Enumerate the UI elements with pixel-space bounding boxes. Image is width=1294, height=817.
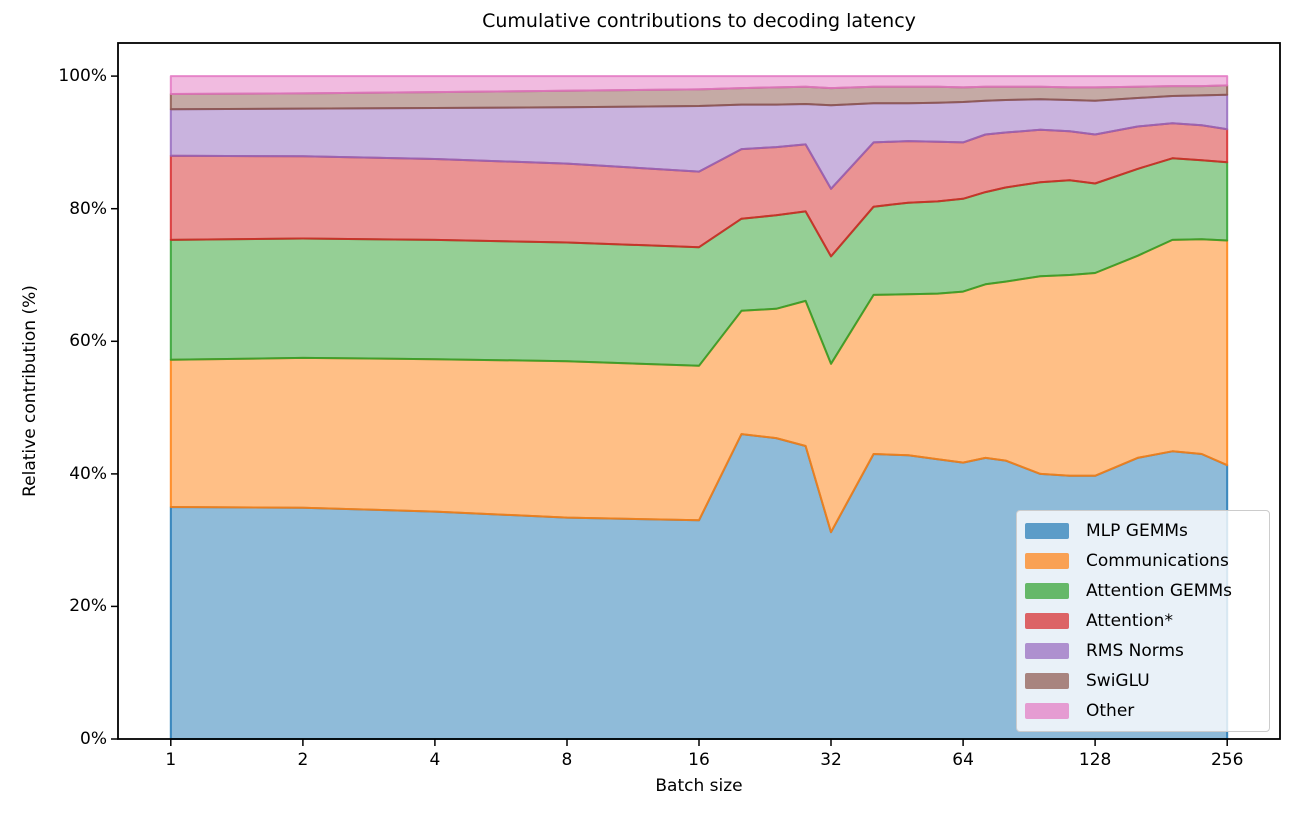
x-tick-label-4: 4	[429, 750, 441, 770]
y-tick-label-100: 100%	[58, 66, 107, 87]
legend-item-rms-norms: RMS Norms	[1025, 636, 1269, 666]
x-tick-label-16: 16	[688, 750, 710, 770]
y-tick-label-20: 20%	[69, 596, 107, 617]
legend-swatch-rms-norms	[1025, 643, 1069, 659]
legend-swatch-attention-gemms	[1025, 583, 1069, 599]
legend-label-mlp-gemms: MLP GEMMs	[1086, 521, 1188, 541]
legend-item-mlp-gemms: MLP GEMMs	[1025, 516, 1269, 546]
x-tick-label-32: 32	[820, 750, 842, 770]
legend-swatch-mlp-gemms	[1025, 523, 1069, 539]
area-rms-norms	[170, 94, 1228, 189]
legend-label-attention-gemms: Attention GEMMs	[1086, 581, 1232, 601]
legend-label-attention: Attention*	[1086, 611, 1173, 631]
legend-item-attention-gemms: Attention GEMMs	[1025, 576, 1269, 606]
x-tick-label-2: 2	[297, 750, 309, 770]
legend-label-rms-norms: RMS Norms	[1086, 641, 1184, 661]
x-tick-label-1: 1	[165, 750, 177, 770]
legend: MLP GEMMs Communications Attention GEMMs At…	[1016, 510, 1270, 732]
legend-item-swiglu: SwiGLU	[1025, 666, 1269, 696]
outline-other	[169, 75, 1229, 95]
area-communications	[170, 239, 1228, 533]
y-tick-label-0: 0%	[80, 729, 107, 749]
legend-item-communications: Communications	[1025, 546, 1269, 576]
x-axis-label: Batch size	[655, 776, 743, 796]
area-mlp-gemms	[170, 434, 1228, 739]
legend-swatch-attention	[1025, 613, 1069, 629]
area-attention	[170, 123, 1228, 257]
area-swiglu	[170, 85, 1228, 110]
legend-label-swiglu: SwiGLU	[1086, 671, 1150, 691]
y-tick-label-80: 80%	[69, 198, 107, 219]
x-tick-label-64: 64	[952, 750, 974, 770]
legend-swatch-swiglu	[1025, 673, 1069, 689]
y-tick-label-60: 60%	[69, 331, 107, 352]
x-tick-label-256: 256	[1210, 750, 1244, 770]
x-tick-label-128: 128	[1078, 750, 1112, 770]
legend-item-other: Other	[1025, 696, 1269, 726]
legend-swatch-other	[1025, 703, 1069, 719]
area-other	[170, 76, 1228, 94]
legend-item-attention: Attention*	[1025, 606, 1269, 636]
y-tick-label-40: 40%	[69, 463, 107, 484]
chart-title: Cumulative contributions to decoding lat…	[482, 10, 916, 32]
legend-swatch-communications	[1025, 553, 1069, 569]
legend-label-other: Other	[1086, 701, 1135, 721]
x-tick-label-8: 8	[561, 750, 573, 770]
legend-label-communications: Communications	[1086, 551, 1229, 571]
area-attention-gemms	[170, 158, 1228, 366]
